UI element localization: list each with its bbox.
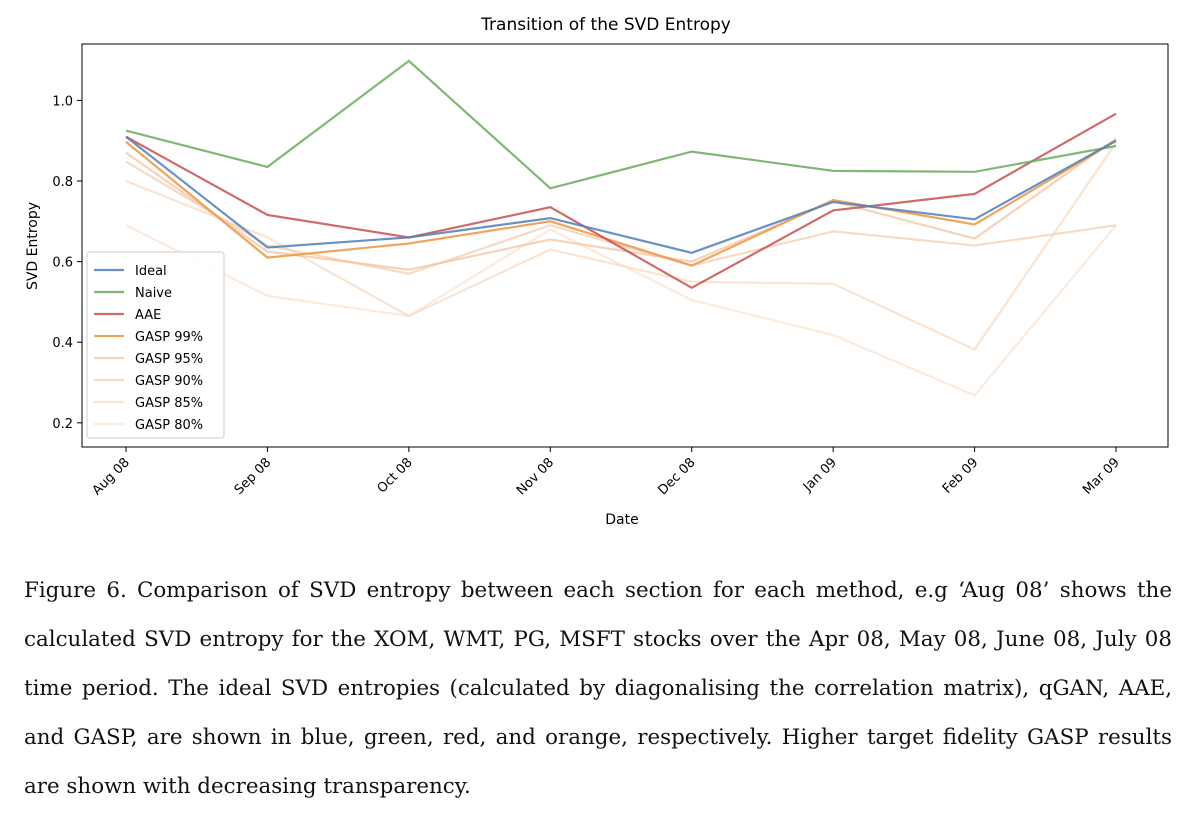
x-tick-label: Feb 09 [940,455,982,497]
data-point-naive [549,187,551,189]
y-tick-label: 1.0 [52,94,73,109]
data-point-gasp-85 [974,349,976,351]
x-tick-label: Nov 08 [514,455,557,498]
data-point-ideal [974,219,976,221]
y-tick-label: 0.8 [52,175,73,190]
data-point-naive [832,170,834,172]
legend-label-gasp-95: GASP 95% [135,352,203,367]
legend-label-gasp-80: GASP 80% [135,418,203,433]
data-point-gasp-90 [125,161,127,163]
data-point-gasp-85 [549,249,551,251]
data-point-gasp-80 [691,299,693,301]
figure-caption: Figure 6. Comparison of SVD entropy betw… [24,578,1172,799]
x-tick-label: Jan 09 [800,455,840,495]
data-point-gasp-80 [125,225,127,227]
legend-label-naive: Naive [135,286,172,301]
legend-label-gasp-90: GASP 90% [135,374,203,389]
x-tick-label: Dec 08 [656,455,699,498]
data-point-gasp-95 [974,238,976,240]
data-point-gasp-99 [549,221,551,223]
data-point-gasp-90 [1115,225,1117,227]
data-point-gasp-95 [125,152,127,154]
data-point-gasp-99 [974,224,976,226]
series-line-gasp-90 [125,160,1117,275]
data-point-gasp-85 [125,180,127,182]
legend-label-gasp-85: GASP 85% [135,396,203,411]
data-point-aae [549,206,551,208]
data-point-aae [691,287,693,289]
chart-figure: Transition of the SVD Entropy 0.2 0.4 0.6 0… [25,15,1169,528]
series-line-gasp-95 [125,137,1117,271]
data-point-gasp-90 [549,225,551,227]
x-tick-label: Aug 08 [90,455,133,498]
data-point-ideal [549,217,551,219]
y-axis-label: SVD Entropy [25,202,41,290]
x-axis-label: Date [605,512,638,528]
y-tick-label: 0.6 [52,256,73,271]
data-point-gasp-95 [549,239,551,241]
data-point-gasp-80 [549,229,551,231]
data-point-gasp-85 [267,237,269,239]
data-point-gasp-99 [408,243,410,245]
data-point-gasp-95 [408,269,410,271]
data-point-gasp-85 [408,315,410,317]
data-point-gasp-90 [832,231,834,233]
data-point-gasp-99 [691,265,693,267]
x-tick-label: Oct 08 [375,455,416,496]
data-point-gasp-90 [408,273,410,275]
series-line-aae [125,112,1117,290]
legend-label-aae: AAE [135,308,161,323]
data-point-naive [1115,145,1117,147]
legend-label-gasp-99: GASP 99% [135,330,203,345]
chart-title: Transition of the SVD Entropy [480,15,731,35]
series-line-naive [125,59,1117,190]
data-point-gasp-80 [832,334,834,336]
data-point-gasp-80 [267,295,269,297]
data-point-naive [267,166,269,168]
data-point-ideal [267,247,269,249]
data-point-gasp-95 [1115,138,1117,140]
data-point-gasp-85 [832,283,834,285]
data-point-naive [691,151,693,153]
data-point-gasp-85 [691,281,693,283]
series-line-ideal [125,135,1117,254]
legend-box [86,251,225,439]
y-tick-label: 0.4 [52,336,73,351]
data-point-aae [974,193,976,195]
data-point-gasp-95 [691,261,693,263]
data-point-gasp-95 [267,251,269,253]
data-point-naive [974,171,976,173]
data-point-aae [832,210,834,212]
data-point-aae [1115,113,1117,115]
x-tick-label: Mar 09 [1080,455,1123,498]
data-point-ideal [408,237,410,239]
data-point-ideal [691,252,693,254]
data-point-gasp-99 [125,141,127,143]
plot-area-frame [81,43,1169,448]
line-chart: Transition of the SVD Entropy 0.2 0.4 0.6 0… [25,15,1169,528]
data-point-gasp-99 [267,257,269,259]
data-point-ideal [125,136,127,138]
x-tick-label: Sep 08 [232,455,275,498]
data-point-aae [267,214,269,216]
data-point-naive [408,60,410,62]
series-line-gasp-99 [125,139,1117,267]
legend-label-ideal: Ideal [135,264,167,279]
data-point-gasp-90 [974,245,976,247]
data-point-ideal [1115,140,1117,142]
y-tick-label: 0.2 [52,417,73,432]
data-point-gasp-99 [832,199,834,201]
data-point-gasp-80 [974,395,976,397]
legend: Ideal Naive AAE GASP 99% GASP 95% GASP 90% GAS… [86,251,225,439]
data-point-naive [125,130,127,132]
data-point-ideal [832,201,834,203]
